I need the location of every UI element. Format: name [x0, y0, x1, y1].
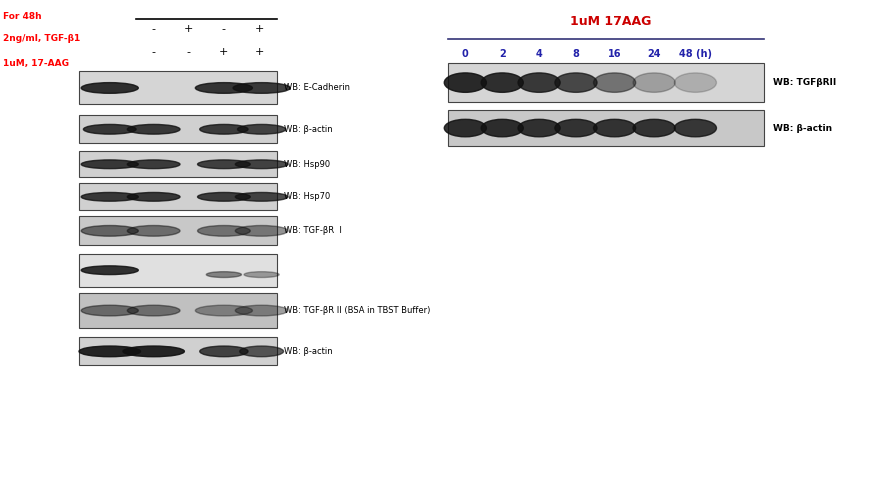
Ellipse shape	[196, 305, 253, 316]
Ellipse shape	[197, 192, 250, 201]
Ellipse shape	[196, 83, 253, 93]
Ellipse shape	[674, 120, 716, 137]
Ellipse shape	[81, 83, 138, 93]
Ellipse shape	[674, 73, 716, 92]
Ellipse shape	[127, 305, 180, 316]
Bar	[79, 183, 276, 210]
Ellipse shape	[554, 120, 596, 137]
Ellipse shape	[235, 192, 288, 201]
Bar	[79, 115, 276, 143]
Text: WB: TGF-βR  I: WB: TGF-βR I	[283, 226, 341, 235]
Ellipse shape	[481, 120, 523, 137]
Text: 1uM 17AAG: 1uM 17AAG	[569, 15, 650, 28]
Text: WB: E-Cadherin: WB: E-Cadherin	[283, 84, 349, 92]
Bar	[447, 110, 763, 146]
Text: +: +	[254, 47, 263, 57]
Ellipse shape	[444, 73, 486, 92]
Ellipse shape	[81, 160, 138, 169]
Ellipse shape	[200, 124, 248, 134]
Ellipse shape	[81, 226, 138, 236]
Ellipse shape	[444, 120, 486, 137]
Text: +: +	[184, 24, 193, 34]
Text: 2: 2	[498, 49, 505, 59]
Ellipse shape	[632, 73, 674, 92]
Ellipse shape	[197, 160, 250, 169]
Ellipse shape	[81, 305, 138, 316]
Ellipse shape	[127, 192, 180, 201]
Text: WB: β-actin: WB: β-actin	[283, 347, 332, 356]
Text: 2ng/ml, TGF-β1: 2ng/ml, TGF-β1	[3, 34, 80, 43]
Ellipse shape	[232, 83, 289, 93]
Ellipse shape	[200, 346, 248, 357]
Text: 16: 16	[607, 49, 621, 59]
Text: WB: β-actin: WB: β-actin	[772, 123, 831, 133]
Text: 0: 0	[461, 49, 468, 59]
Text: -: -	[152, 47, 155, 57]
Text: 24: 24	[646, 49, 660, 59]
Ellipse shape	[206, 272, 241, 278]
Ellipse shape	[517, 120, 560, 137]
Text: 8: 8	[572, 49, 579, 59]
Ellipse shape	[237, 124, 285, 134]
Ellipse shape	[593, 120, 635, 137]
Ellipse shape	[244, 272, 279, 278]
Ellipse shape	[481, 73, 523, 92]
Text: For 48h: For 48h	[3, 12, 41, 21]
Ellipse shape	[517, 73, 560, 92]
Text: WB: Hsp90: WB: Hsp90	[283, 159, 330, 169]
Ellipse shape	[235, 160, 288, 169]
Ellipse shape	[593, 73, 635, 92]
Bar	[79, 254, 276, 287]
Ellipse shape	[197, 226, 250, 236]
Text: -: -	[187, 47, 190, 57]
Text: -: -	[222, 24, 225, 34]
Ellipse shape	[235, 305, 288, 316]
Text: -: -	[152, 24, 155, 34]
Ellipse shape	[554, 73, 596, 92]
Ellipse shape	[632, 120, 674, 137]
Ellipse shape	[123, 346, 184, 357]
Ellipse shape	[81, 192, 138, 201]
Text: WB: TGF-βR II (BSA in TBST Buffer): WB: TGF-βR II (BSA in TBST Buffer)	[283, 306, 430, 315]
Bar	[79, 71, 276, 104]
Ellipse shape	[83, 124, 136, 134]
Text: 4: 4	[535, 49, 542, 59]
Bar	[79, 293, 276, 328]
Bar	[79, 151, 276, 177]
Ellipse shape	[239, 346, 283, 357]
Text: WB: Hsp70: WB: Hsp70	[283, 192, 330, 201]
Text: WB: β-actin: WB: β-actin	[283, 125, 332, 134]
Ellipse shape	[127, 160, 180, 169]
Bar	[79, 337, 276, 365]
Ellipse shape	[81, 266, 138, 275]
Text: +: +	[219, 47, 228, 57]
Text: +: +	[254, 24, 263, 34]
Bar	[447, 63, 763, 102]
Text: 48 (h): 48 (h)	[678, 49, 711, 59]
Ellipse shape	[127, 124, 180, 134]
Ellipse shape	[235, 226, 288, 236]
Bar	[79, 216, 276, 245]
Text: 1uM, 17-AAG: 1uM, 17-AAG	[3, 59, 68, 69]
Ellipse shape	[127, 226, 180, 236]
Text: WB: TGFβRII: WB: TGFβRII	[772, 78, 835, 87]
Ellipse shape	[79, 346, 140, 357]
